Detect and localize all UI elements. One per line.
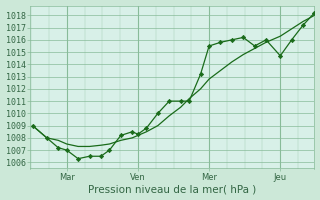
X-axis label: Pression niveau de la mer( hPa ): Pression niveau de la mer( hPa )	[88, 184, 256, 194]
